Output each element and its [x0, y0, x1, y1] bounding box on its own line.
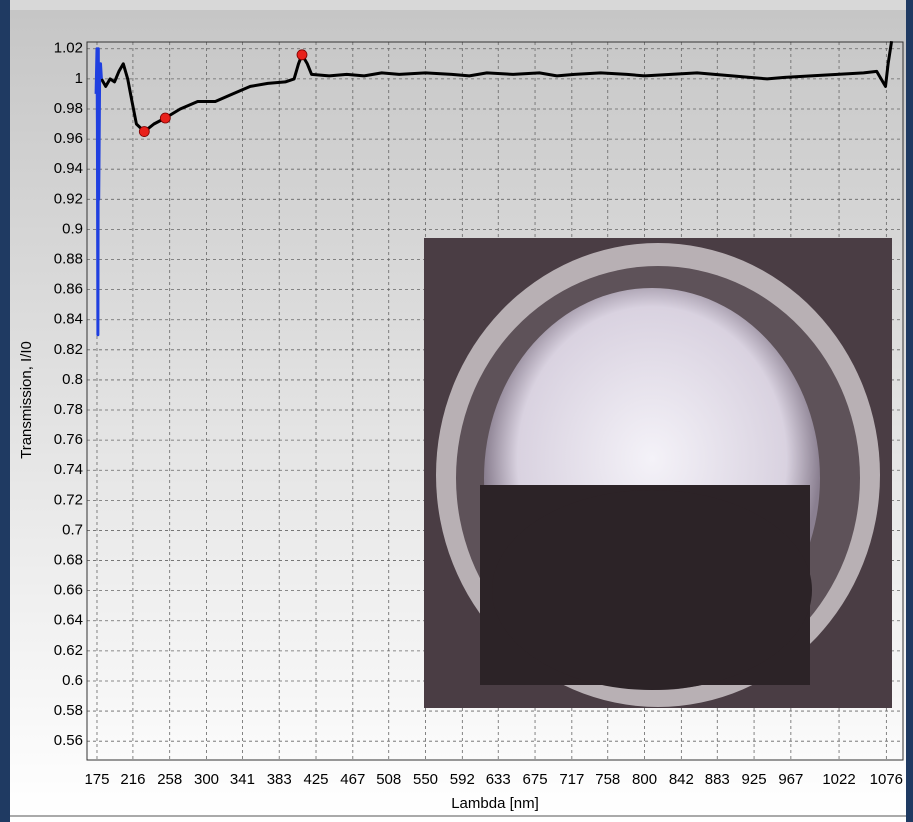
y-tick-label: 0.8 [62, 371, 83, 388]
photo-dark-bottom [492, 490, 812, 690]
x-tick-label: 467 [340, 771, 365, 788]
y-tick-label: 0.72 [54, 491, 83, 508]
data-line [94, 47, 103, 337]
marker [138, 126, 150, 137]
y-tick-label: 0.92 [54, 190, 83, 207]
x-axis-label: Lambda [nm] [451, 795, 539, 812]
y-tick-label: 0.9 [62, 220, 83, 237]
marker [159, 112, 171, 124]
y-tick-label: 0.82 [54, 341, 83, 358]
y-tick-label: 0.6 [62, 672, 83, 689]
y-tick-label: 0.68 [54, 552, 83, 569]
x-tick-label: 383 [267, 771, 292, 788]
y-tick-label: 0.7 [62, 521, 83, 538]
x-tick-label: 675 [523, 771, 548, 788]
x-tick-label: 1076 [870, 771, 903, 788]
y-tick-label: 0.78 [54, 401, 83, 418]
y-axis-label: Transmission, I/I0 [18, 341, 35, 459]
y-tick-label: 1.02 [54, 40, 83, 57]
x-tick-label: 258 [157, 771, 182, 788]
y-tick-label: 0.66 [54, 582, 83, 599]
x-tick-label: 425 [303, 771, 328, 788]
y-tick-label: 0.74 [54, 461, 83, 478]
x-tick-label: 967 [778, 771, 803, 788]
y-tick-label: 0.76 [54, 431, 83, 448]
y-tick-label: 0.86 [54, 281, 83, 298]
x-tick-label: 633 [486, 771, 511, 788]
right-border [906, 0, 913, 822]
y-tick-label: 0.94 [54, 160, 83, 177]
y-tick-label: 0.58 [54, 702, 83, 719]
x-tick-label: 216 [120, 771, 145, 788]
x-tick-label: 800 [632, 771, 657, 788]
top-band [0, 0, 913, 10]
inset-photo [424, 238, 892, 708]
x-tick-label: 758 [595, 771, 620, 788]
x-tick-label: 925 [742, 771, 767, 788]
x-tick-label: 550 [413, 771, 438, 788]
x-tick-label: 592 [450, 771, 475, 788]
x-tick-label: 508 [376, 771, 401, 788]
left-border [0, 0, 10, 822]
y-tick-label: 0.56 [54, 732, 83, 749]
y-tick-label: 0.62 [54, 642, 83, 659]
marker [296, 49, 308, 61]
x-tick-label: 842 [669, 771, 694, 788]
y-tick-label: 0.98 [54, 100, 83, 117]
x-tick-label: 1022 [822, 771, 855, 788]
y-tick-label: 0.96 [54, 130, 83, 147]
plot-frame [86, 41, 904, 761]
y-tick-label: 0.64 [54, 612, 83, 629]
y-tick-label: 0.84 [54, 311, 83, 328]
x-tick-label: 300 [194, 771, 219, 788]
x-tick-label: 883 [705, 771, 730, 788]
y-tick-label: 1 [75, 70, 83, 87]
x-tick-label: 341 [230, 771, 255, 788]
y-tick-label: 0.88 [54, 250, 83, 267]
x-tick-label: 717 [559, 771, 584, 788]
x-tick-label: 175 [84, 771, 109, 788]
